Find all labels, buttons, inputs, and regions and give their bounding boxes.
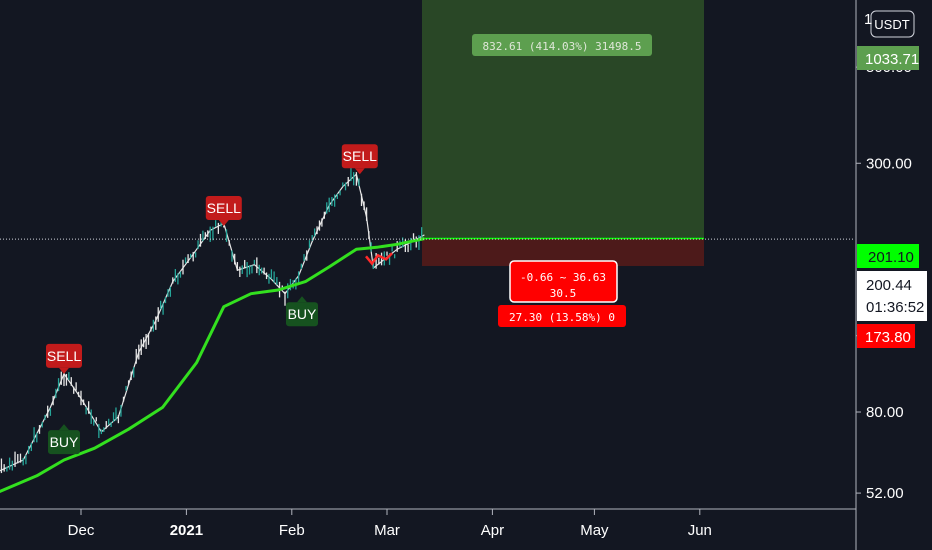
time-tick-label: Mar (374, 522, 400, 539)
signal-pointer (297, 296, 307, 303)
time-tick-label: Jun (688, 522, 712, 539)
signal-label: BUY (50, 434, 79, 450)
time-axis[interactable]: Dec 2021 Feb Mar Apr May Jun (0, 508, 856, 539)
signal-label: BUY (288, 306, 317, 322)
stop-price: 173.80 (865, 329, 911, 346)
time-tick-label: 2021 (170, 522, 203, 539)
time-tick-label: Dec (68, 522, 95, 539)
signal-label: SELL (343, 148, 377, 164)
sell-badge (205, 195, 242, 220)
price-tick-label: 80.00 (866, 404, 904, 421)
price-red-segment (365, 252, 393, 266)
target-text: 832.61 (414.03%) 31498.5 (483, 40, 642, 53)
take-profit-price: 1033.71 (865, 51, 919, 68)
entry-price-label: 201.10 (857, 244, 919, 268)
signal-pointer (59, 367, 69, 374)
stop-price-label: 173.80 (857, 324, 915, 348)
center-label: -0.66 ~ 36.63 30.5 (509, 260, 618, 303)
price-tick-label: 52.00 (866, 485, 904, 502)
sell-signal[interactable]: SELL (205, 195, 242, 226)
center-line1: -0.66 ~ 36.63 (520, 271, 606, 284)
entry-price: 201.10 (868, 249, 914, 266)
current-price-label: 200.44 01:36:52 (857, 271, 927, 321)
price-tick-label: 300.00 (866, 155, 912, 172)
sell-badge (341, 144, 378, 169)
center-line2: 30.5 (550, 287, 577, 300)
time-tick-label: May (580, 522, 609, 539)
time-tick-label: Feb (279, 522, 305, 539)
signal-pointer (218, 219, 229, 226)
buy-signal[interactable]: BUY (286, 296, 318, 327)
currency-badge[interactable]: USDT (870, 10, 915, 38)
current-price: 200.44 (866, 277, 912, 294)
countdown: 01:36:52 (866, 299, 924, 316)
target-label: 832.61 (414.03%) 31498.5 (472, 34, 652, 56)
signal-pointer (59, 424, 69, 431)
sell-signal[interactable]: SELL (46, 343, 82, 374)
signal-label: SELL (207, 200, 241, 216)
moving-average-line (0, 237, 425, 494)
buy-badge (286, 302, 318, 327)
buy-badge (48, 430, 80, 455)
take-profit-price-label: 1033.71 (857, 46, 919, 70)
signals: SELL BUY SELL BUY SELL (46, 144, 378, 455)
buy-signal[interactable]: BUY (48, 424, 80, 455)
time-tick-label: Apr (481, 522, 504, 539)
stop-label: 27.30 (13.58%) 0 (498, 305, 626, 327)
signal-label: SELL (47, 348, 81, 364)
sell-signal[interactable]: SELL (341, 144, 378, 175)
stop-text: 27.30 (13.58%) 0 (509, 311, 615, 324)
top-tick-partial: 1 (864, 11, 872, 28)
sell-badge (46, 343, 82, 368)
currency-label: USDT (874, 17, 909, 32)
signal-pointer (354, 168, 365, 175)
ma-line (0, 237, 425, 494)
